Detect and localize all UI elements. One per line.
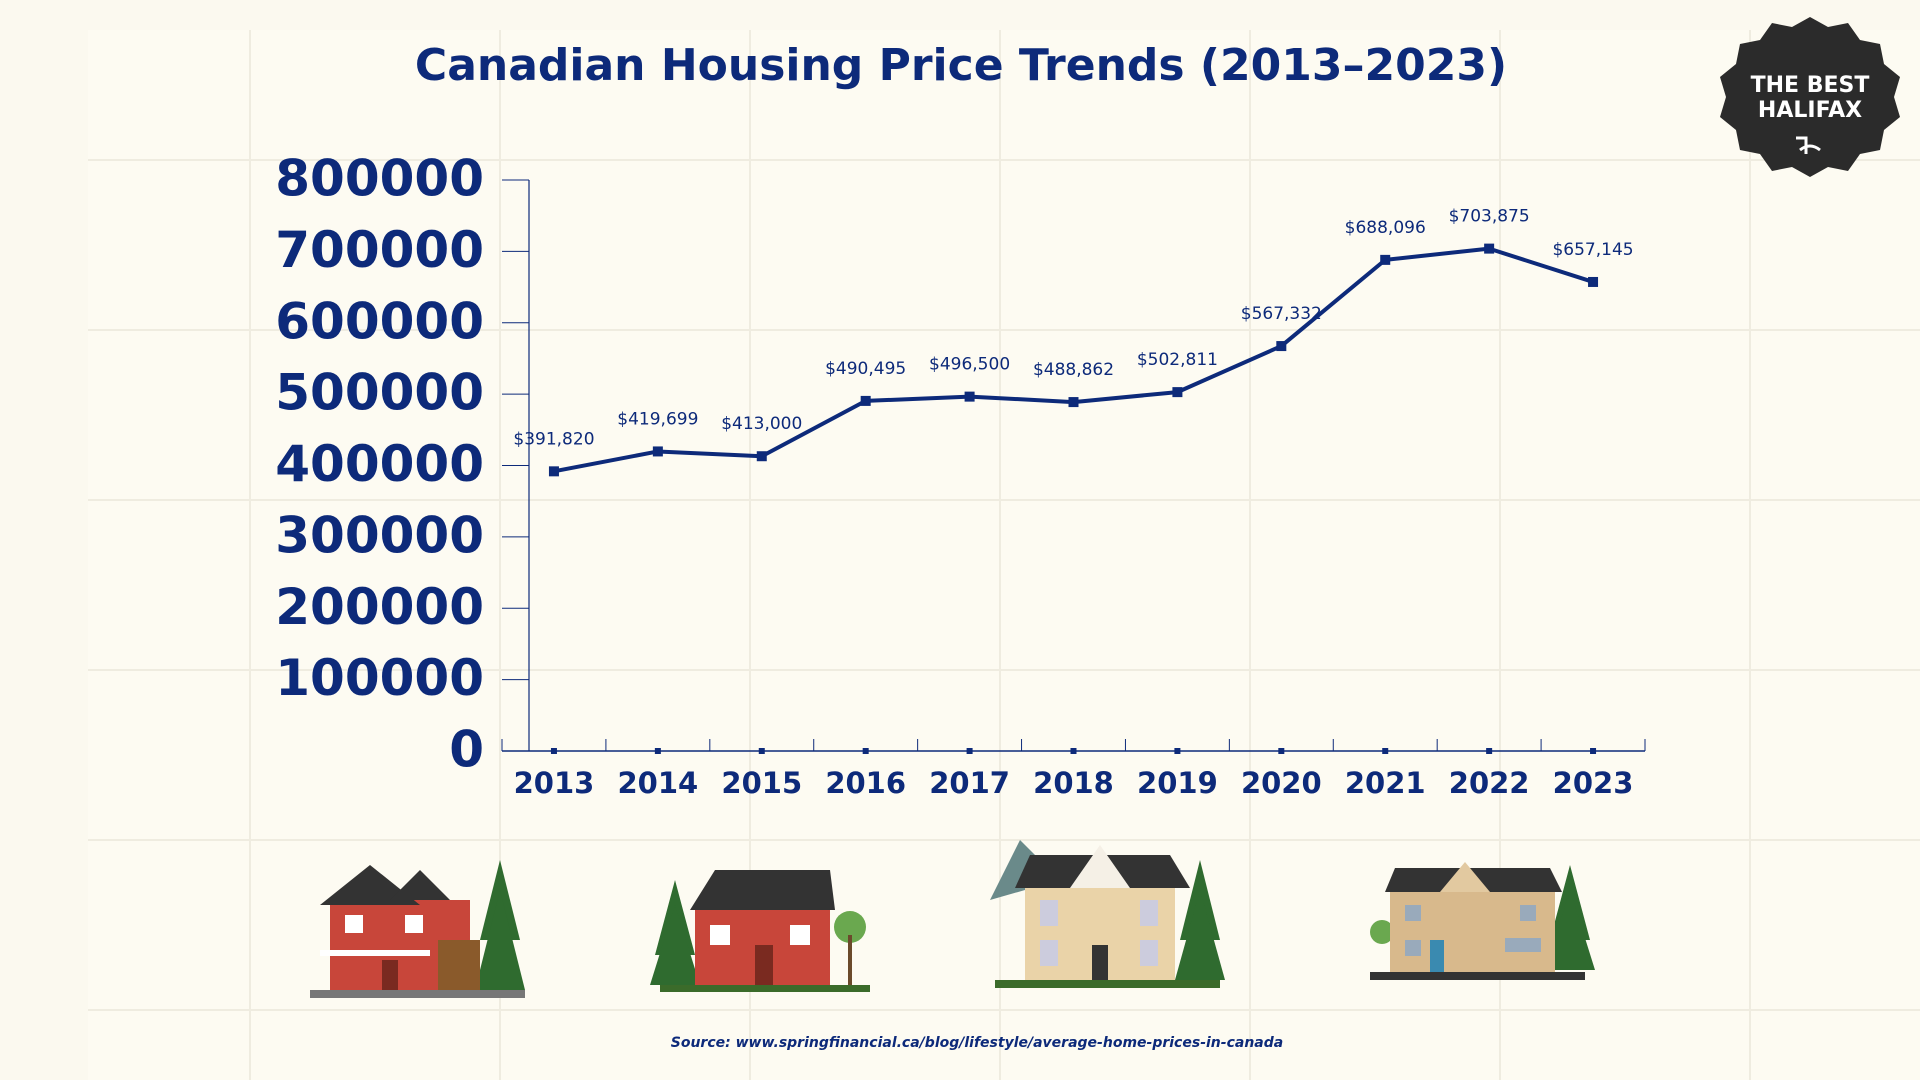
x-tick-label: 2019	[1137, 766, 1218, 800]
x-axis-marker	[654, 748, 661, 754]
chart-title: Canadian Housing Price Trends (2013–2023…	[415, 40, 1507, 91]
y-tick-label: 600000	[275, 292, 484, 350]
x-tick-label: 2013	[514, 766, 595, 800]
value-label: $502,811	[1137, 350, 1218, 370]
x-axis-marker	[1278, 748, 1285, 754]
value-label: $391,820	[513, 429, 594, 449]
point	[756, 451, 767, 462]
x-tick-label: 2018	[1033, 766, 1114, 800]
x-tick-label: 2020	[1241, 766, 1322, 800]
x-tick-label: 2017	[929, 766, 1010, 800]
point	[1276, 341, 1287, 352]
point	[1068, 397, 1079, 408]
value-label: $488,862	[1033, 360, 1114, 380]
x-tick-label: 2021	[1345, 766, 1426, 800]
background-grid	[88, 30, 1920, 1080]
point	[964, 391, 975, 402]
point	[1588, 276, 1599, 287]
badge-text: THE BEST	[1751, 73, 1870, 98]
value-label: $688,096	[1345, 218, 1426, 238]
value-label: $703,875	[1449, 207, 1530, 227]
value-label: $419,699	[617, 409, 698, 429]
point	[860, 395, 871, 406]
y-tick-label: 300000	[275, 506, 484, 564]
x-axis-marker	[1382, 748, 1389, 754]
x-axis-marker	[966, 748, 973, 754]
y-tick-label: 200000	[275, 578, 484, 636]
value-label: $413,000	[721, 414, 802, 434]
value-label: $657,145	[1552, 240, 1633, 260]
y-tick-label: 700000	[275, 221, 484, 279]
x-axis-marker	[1070, 748, 1077, 754]
x-axis-marker	[1174, 748, 1181, 754]
x-tick-label: 2016	[825, 766, 906, 800]
point	[1484, 243, 1495, 254]
x-axis-marker	[758, 748, 765, 754]
x-tick-label: 2022	[1449, 766, 1530, 800]
y-tick-label: 800000	[275, 150, 484, 208]
y-tick-label: 0	[449, 721, 484, 779]
point	[652, 446, 663, 457]
houses	[310, 840, 1595, 998]
x-tick-label: 2014	[618, 766, 699, 800]
x-axis-marker	[1590, 748, 1597, 754]
y-tick-label: 400000	[275, 435, 484, 493]
y-tick-label: 500000	[275, 364, 484, 422]
point	[1172, 387, 1183, 398]
point	[548, 466, 559, 477]
badge: THE BEST HALIFAX	[1720, 17, 1900, 177]
badge-text: HALIFAX	[1758, 98, 1862, 123]
point	[1380, 254, 1391, 265]
x-axis-marker	[862, 748, 869, 754]
x-tick-label: 2015	[721, 766, 802, 800]
value-label: $496,500	[929, 355, 1010, 375]
y-tick-label: 100000	[275, 649, 484, 707]
value-label: $567,332	[1241, 304, 1322, 324]
x-tick-label: 2023	[1553, 766, 1634, 800]
value-label: $490,495	[825, 359, 906, 379]
x-axis-marker	[1486, 748, 1493, 754]
source-note: Source: www.springfinancial.ca/blog/life…	[671, 1035, 1283, 1051]
x-axis-marker	[550, 748, 557, 754]
